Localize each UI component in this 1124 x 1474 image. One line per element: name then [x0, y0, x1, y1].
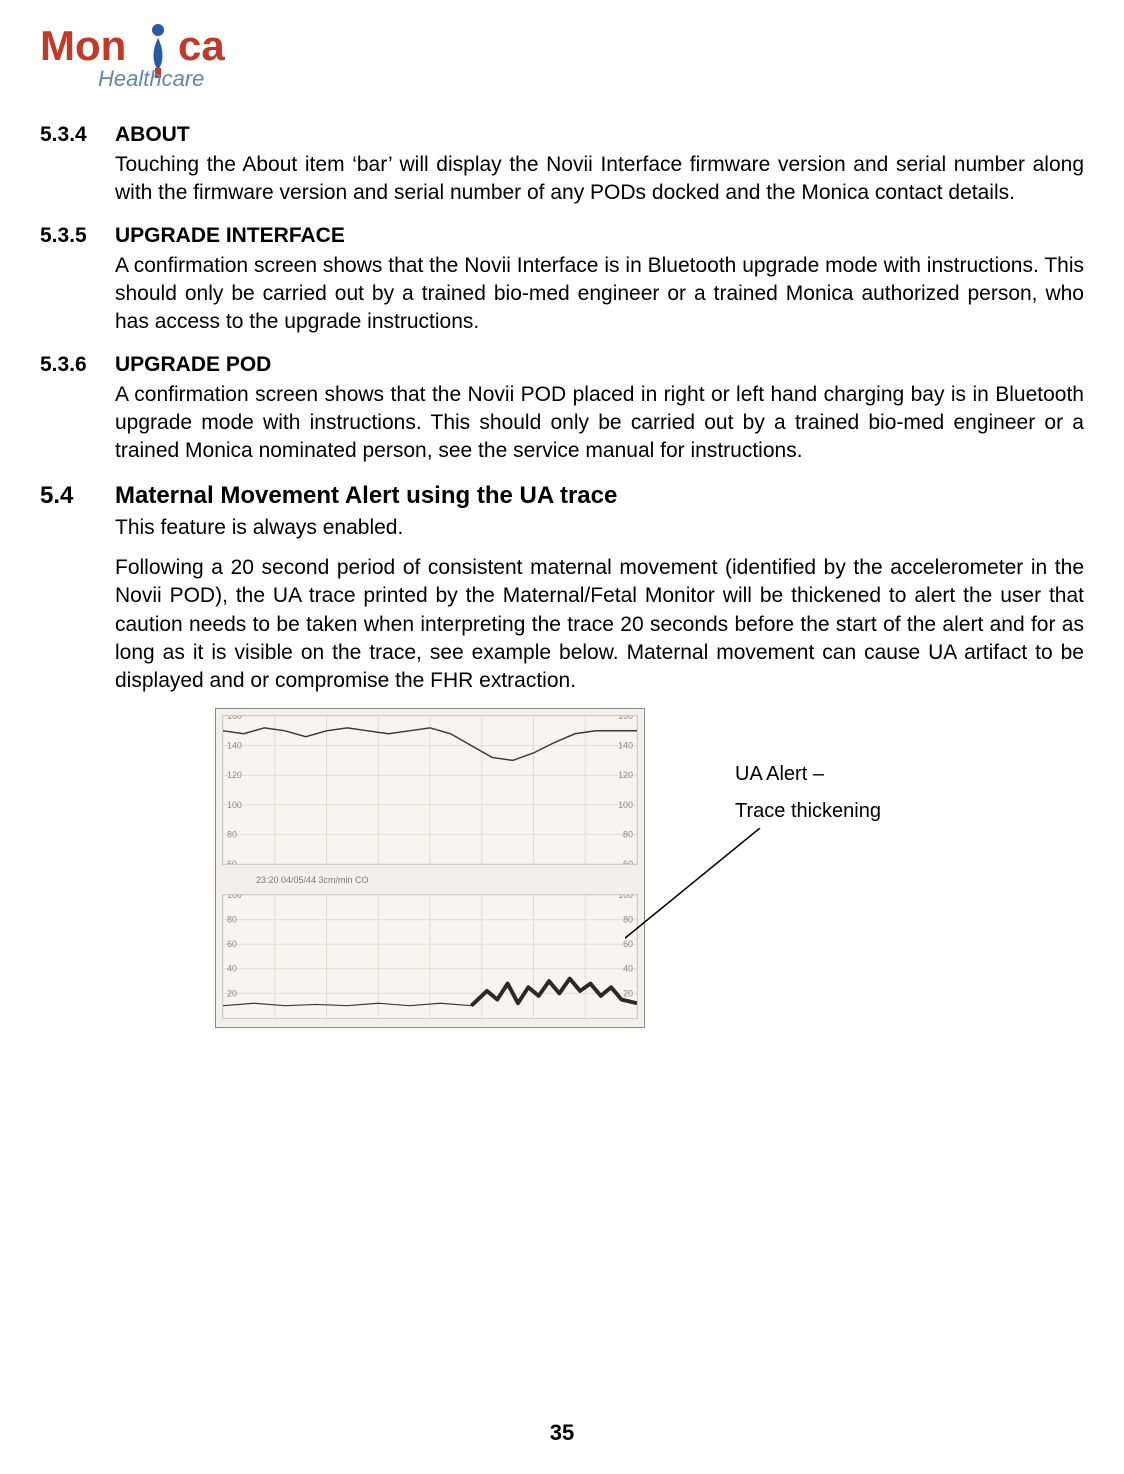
section-title: UPGRADE INTERFACE	[115, 224, 345, 248]
upper-panel: 160 160 140 140 120 120 100 100 80 80 60 60	[222, 715, 638, 865]
callout-line2: Trace thickening	[735, 800, 881, 823]
section-body: A confirmation screen shows that the Nov…	[115, 381, 1084, 466]
svg-text:60: 60	[623, 939, 633, 949]
section-number: 5.3.4	[40, 123, 115, 147]
svg-text:20: 20	[623, 988, 633, 998]
section-number: 5.4	[40, 482, 115, 510]
callout: UA Alert – Trace thickening	[735, 763, 881, 837]
section-title: ABOUT	[115, 123, 190, 147]
svg-text:80: 80	[623, 914, 633, 924]
svg-text:40: 40	[227, 964, 237, 974]
svg-text:120: 120	[227, 770, 242, 780]
chart-timestamp: 23:20 04/05/44 3cm/min CO	[256, 875, 369, 885]
section-body: Following a 20 second period of consiste…	[115, 554, 1084, 696]
section-536: 5.3.6 UPGRADE POD A confirmation screen …	[40, 353, 1084, 466]
callout-arrow	[625, 828, 805, 1048]
section-54: 5.4 Maternal Movement Alert using the UA…	[40, 482, 1084, 1028]
section-title: UPGRADE POD	[115, 353, 271, 377]
svg-text:60: 60	[227, 939, 237, 949]
svg-text:100: 100	[227, 800, 242, 810]
svg-text:100: 100	[227, 895, 242, 900]
svg-text:140: 140	[227, 740, 242, 750]
logo: Mon ca Healthcare	[40, 20, 1084, 105]
section-number: 5.3.5	[40, 224, 115, 248]
svg-text:160: 160	[227, 716, 242, 721]
lower-panel: 100 100 80 80 60 60 40 40 20 20	[222, 894, 638, 1019]
svg-text:140: 140	[618, 740, 633, 750]
logo-subtitle: Healthcare	[98, 66, 204, 91]
svg-text:60: 60	[623, 859, 633, 864]
figure-wrap: 160 160 140 140 120 120 100 100 80 80 60 60 23:20 0…	[215, 708, 1084, 1028]
page-number: 35	[0, 1420, 1124, 1446]
svg-text:80: 80	[227, 829, 237, 839]
svg-text:80: 80	[227, 914, 237, 924]
svg-text:120: 120	[618, 770, 633, 780]
section-body: Touching the About item ‘bar’ will displ…	[115, 151, 1084, 208]
svg-text:20: 20	[227, 988, 237, 998]
section-body: This feature is always enabled.	[115, 514, 1084, 542]
section-body: A confirmation screen shows that the Nov…	[115, 252, 1084, 337]
svg-text:160: 160	[618, 716, 633, 721]
svg-text:80: 80	[623, 829, 633, 839]
svg-text:40: 40	[623, 964, 633, 974]
svg-text:60: 60	[227, 859, 237, 864]
logo-main-text: Mon	[40, 22, 126, 69]
logo-tail-text: ca	[178, 22, 225, 69]
chart-box: 160 160 140 140 120 120 100 100 80 80 60 60 23:20 0…	[215, 708, 645, 1028]
section-title: Maternal Movement Alert using the UA tra…	[115, 482, 617, 510]
section-534: 5.3.4 ABOUT Touching the About item ‘bar…	[40, 123, 1084, 208]
section-535: 5.3.5 UPGRADE INTERFACE A confirmation s…	[40, 224, 1084, 337]
svg-text:100: 100	[618, 895, 633, 900]
callout-line1: UA Alert –	[735, 763, 881, 786]
section-number: 5.3.6	[40, 353, 115, 377]
svg-text:100: 100	[618, 800, 633, 810]
